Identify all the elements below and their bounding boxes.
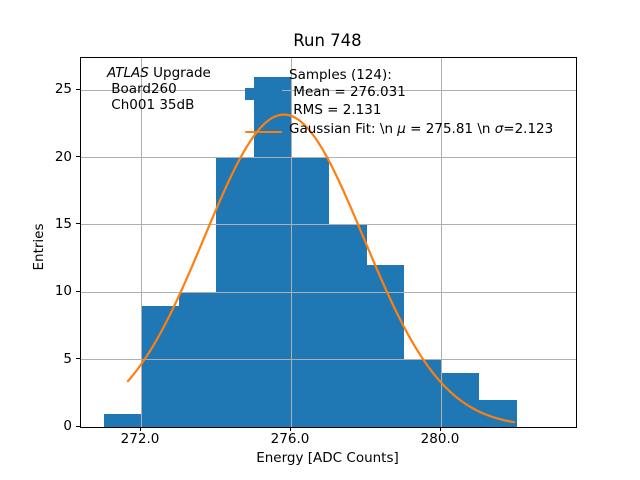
- x-tick-mark: [439, 427, 441, 431]
- x-gridline: [440, 58, 442, 427]
- histogram-bar: [141, 305, 179, 427]
- y-tick-label: 10: [54, 283, 72, 300]
- chart-title: Run 748: [293, 31, 362, 50]
- x-tick-label: 276.0: [270, 431, 310, 447]
- sigma-symbol: σ: [494, 120, 504, 137]
- x-gridline: [290, 58, 292, 427]
- histogram-bar: [103, 413, 142, 427]
- histogram-bar: [328, 224, 367, 427]
- y-tick-label: 25: [54, 81, 72, 98]
- legend-gaussian-label-part: =2.123: [503, 120, 554, 137]
- histogram-bar: [253, 76, 292, 427]
- x-gridline: [140, 58, 142, 427]
- annotation-line-1: ATLAS Upgrade: [107, 65, 211, 81]
- y-tick-mark: [76, 425, 80, 427]
- y-tick-mark: [76, 358, 80, 360]
- histogram-bar: [403, 359, 442, 427]
- x-tick-mark: [139, 427, 141, 431]
- legend-gaussian-label-part: = 275.81 \n: [405, 120, 495, 137]
- y-gridline: [81, 224, 576, 226]
- x-tick-label: 280.0: [420, 431, 460, 447]
- y-gridline: [81, 291, 576, 293]
- legend-gaussian-line-swatch: [245, 130, 282, 134]
- legend-samples-label: Samples (124): Mean = 276.031 RMS = 2.13…: [289, 66, 406, 118]
- y-tick-mark: [76, 156, 80, 158]
- annotation-line1-rest: Upgrade: [148, 65, 211, 81]
- mu-symbol: μ: [397, 120, 406, 137]
- y-tick-label: 15: [54, 215, 72, 232]
- y-tick-label: 0: [63, 418, 72, 434]
- annotation-line-2: Board260: [107, 81, 177, 97]
- legend-gaussian-label-part: Gaussian Fit: \n: [289, 120, 398, 137]
- y-tick-mark: [76, 223, 80, 225]
- y-tick-label: 5: [63, 350, 72, 367]
- gaussian-fit-path: [126, 113, 516, 424]
- y-gridline: [81, 359, 576, 361]
- y-gridline: [81, 89, 576, 91]
- x-tick-label: 272.0: [120, 431, 160, 447]
- annotation-atlas-italic: ATLAS: [107, 65, 149, 81]
- gaussian-fit-curve: [126, 113, 516, 424]
- atlas-annotation: ATLAS Upgrade Board260 Ch001 35dB: [107, 65, 211, 113]
- y-tick-mark: [76, 88, 80, 90]
- legend-gaussian-label: Gaussian Fit: \n μ = 275.81 \n σ=2.123: [289, 121, 553, 139]
- y-tick-label: 20: [54, 148, 72, 165]
- y-tick-mark: [76, 290, 80, 292]
- x-tick-mark: [289, 427, 291, 431]
- legend-samples-swatch: [245, 88, 282, 100]
- plot-area: Samples (124): Mean = 276.031 RMS = 2.13…: [80, 57, 577, 428]
- x-axis-label: Energy [ADC Counts]: [256, 450, 399, 466]
- annotation-line-3: Ch001 35dB: [107, 97, 195, 113]
